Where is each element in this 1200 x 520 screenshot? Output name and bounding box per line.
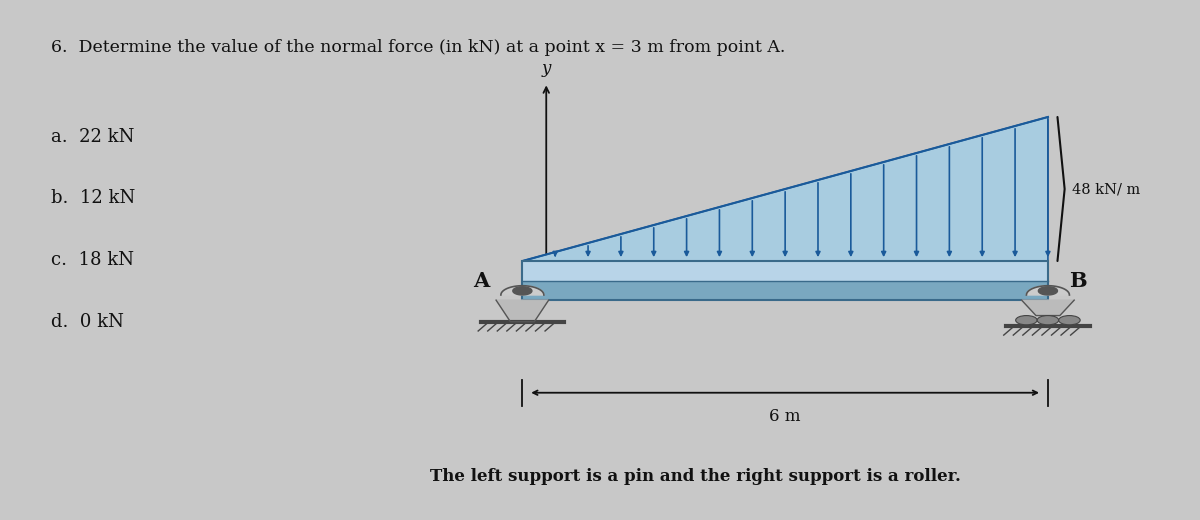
Text: 6.  Determine the value of the normal force (in kN) at a point x = 3 m from poin: 6. Determine the value of the normal for… [50,39,785,56]
Bar [522,281,1048,300]
Polygon shape [1038,287,1057,295]
Text: c.  18 kN: c. 18 kN [50,251,133,269]
Circle shape [1058,316,1080,325]
Polygon shape [1021,300,1074,316]
Text: b.  12 kN: b. 12 kN [50,189,134,207]
Polygon shape [522,117,1048,261]
Text: B: B [1069,270,1087,291]
Polygon shape [500,285,544,295]
Text: 6 m: 6 m [769,408,800,425]
Text: The left support is a pin and the right support is a roller.: The left support is a pin and the right … [430,467,961,485]
Text: A: A [473,270,488,291]
Text: d.  0 kN: d. 0 kN [50,313,124,331]
Circle shape [1037,316,1058,325]
Bar [522,261,1048,300]
Text: a.  22 kN: a. 22 kN [50,127,134,146]
Text: y: y [541,60,551,77]
Text: 48 kN/ m: 48 kN/ m [1072,182,1140,196]
Polygon shape [496,300,548,322]
Polygon shape [1026,285,1069,295]
Circle shape [1015,316,1037,325]
Polygon shape [512,287,532,295]
Bar [522,261,1048,281]
